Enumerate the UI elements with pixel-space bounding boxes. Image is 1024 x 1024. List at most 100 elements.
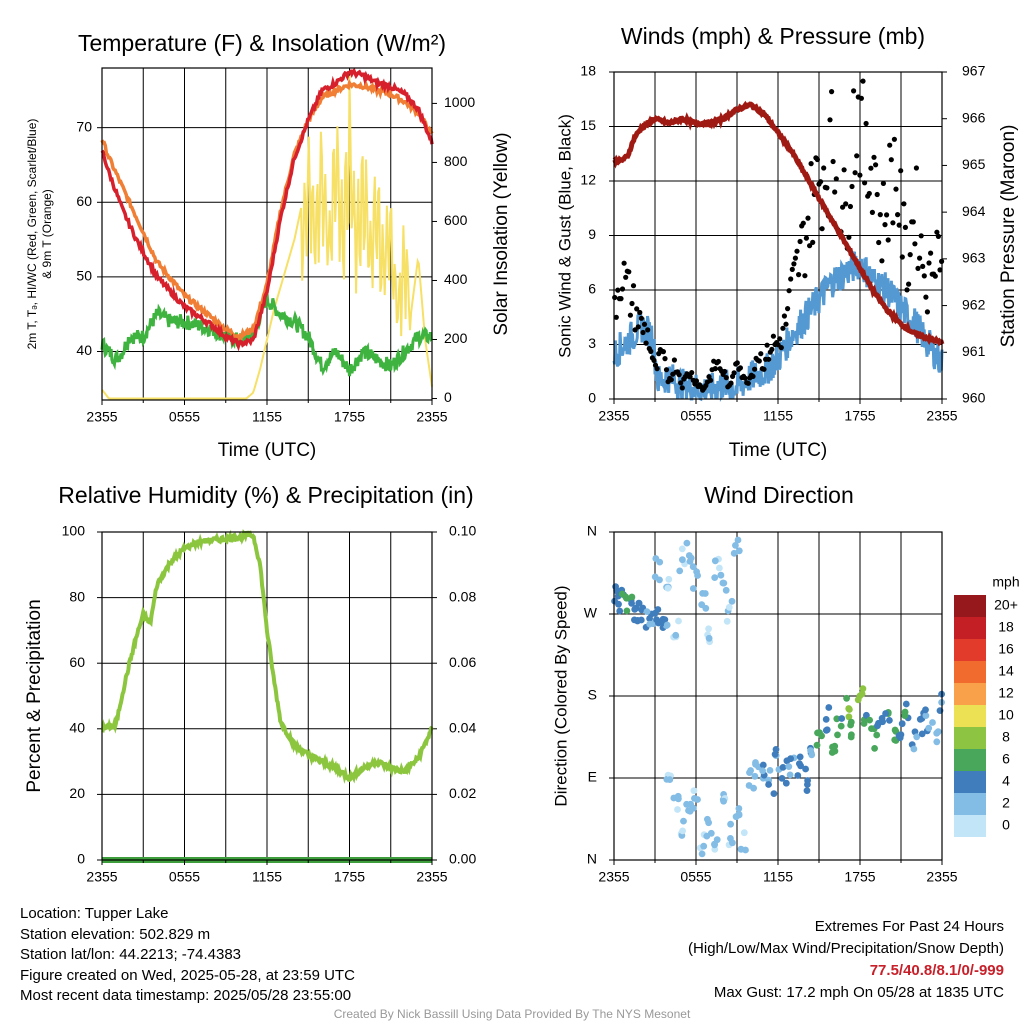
- temp-y-axis-label-line2: & 9m T (Orange): [40, 189, 54, 279]
- gust-point: [843, 201, 849, 207]
- rh-x-tick-label: 1155: [252, 869, 282, 885]
- gust-point: [660, 349, 667, 355]
- gust-point: [802, 273, 808, 279]
- gust-point: [808, 161, 814, 167]
- gust-point: [805, 215, 811, 221]
- direction-point: [689, 563, 697, 571]
- gust-point: [676, 372, 682, 378]
- rh-y-tick-label: 20: [69, 785, 85, 801]
- direction-point: [679, 827, 686, 835]
- gust-point: [679, 385, 685, 391]
- rh-y2-tick-label: 0.02: [449, 785, 476, 801]
- direction-point: [785, 763, 793, 770]
- extremes-values: 77.5/40.8/8.1/0/-999: [869, 962, 1004, 979]
- gust-point: [663, 367, 670, 373]
- temp-y2-tick-label: 1000: [444, 94, 475, 110]
- gust-point: [880, 180, 887, 186]
- direction-point: [794, 772, 802, 779]
- direction-point: [873, 731, 881, 739]
- direction-point: [735, 805, 743, 812]
- direction-point: [886, 717, 893, 724]
- direction-point: [891, 736, 899, 744]
- direction-point: [705, 625, 712, 633]
- direction-points: [611, 536, 945, 858]
- speed-legend-label: 8: [1002, 729, 1010, 745]
- direction-point: [735, 547, 743, 555]
- gust-point: [869, 209, 876, 215]
- gust-point: [619, 286, 626, 292]
- direction-point: [616, 607, 624, 615]
- gust-point: [630, 283, 637, 289]
- direction-point: [691, 795, 698, 802]
- speed-legend-swatch: [954, 595, 986, 617]
- direction-point: [745, 782, 753, 789]
- gust-point: [937, 267, 943, 273]
- rh-x-tick-label: 2355: [416, 869, 447, 885]
- gust-point: [893, 186, 899, 192]
- speed-legend-swatch: [954, 661, 986, 683]
- direction-point: [690, 804, 697, 812]
- direction-point: [666, 776, 674, 783]
- gust-point: [884, 212, 890, 218]
- direction-point: [863, 711, 870, 719]
- temp-x-tick-label: 1755: [334, 409, 365, 425]
- gust-point: [896, 222, 902, 228]
- wdir-x-tick-label: 2355: [598, 869, 629, 885]
- direction-point: [933, 729, 941, 737]
- gust-point: [723, 375, 729, 381]
- gust-point: [645, 327, 651, 333]
- direction-point: [901, 708, 909, 716]
- winds-x-tick-label: 2355: [926, 408, 957, 424]
- gust-point: [612, 294, 618, 301]
- rh-y-tick-label: 80: [69, 588, 85, 604]
- gust-point: [708, 377, 714, 383]
- rh-panel-title: Relative Humidity (%) & Precipitation (i…: [58, 482, 473, 508]
- wdir-frame: [613, 531, 943, 861]
- winds-x-axis-label: Time (UTC): [729, 440, 828, 461]
- gust-point: [794, 248, 800, 254]
- gust-point: [627, 312, 634, 318]
- gust-point: [926, 260, 932, 266]
- temp-x-tick-label: 0555: [169, 409, 200, 425]
- direction-point: [843, 694, 850, 702]
- gust-point: [899, 254, 905, 260]
- extremes-info: Extremes For Past 24 Hours (High/Low/Max…: [688, 916, 1004, 1004]
- temp-y-tick-label: 50: [76, 268, 92, 284]
- wdir-panel-title: Wind Direction: [704, 482, 854, 508]
- gust-point: [715, 358, 722, 365]
- gust-point: [792, 255, 799, 261]
- station-elevation: Station elevation: 502.829 m: [20, 925, 211, 943]
- direction-point: [796, 760, 803, 767]
- gust-point: [781, 313, 788, 319]
- winds-y-tick-label: 0: [588, 390, 596, 406]
- direction-point: [631, 606, 639, 613]
- gust-point: [833, 176, 839, 182]
- direction-point: [678, 545, 686, 553]
- rh-y-tick-label: 40: [69, 720, 85, 736]
- gust-point: [910, 219, 916, 225]
- winds-x-tick-label: 1755: [844, 408, 875, 424]
- gust-point: [877, 212, 883, 218]
- direction-point: [751, 772, 759, 780]
- speed-legend-title: mph: [992, 574, 1019, 590]
- gust-point: [766, 356, 772, 362]
- direction-point: [676, 567, 684, 575]
- speed-legend-label: 20+: [994, 597, 1018, 613]
- speed-legend-swatch: [954, 727, 986, 749]
- direction-point: [813, 741, 821, 749]
- gust-point: [745, 380, 751, 386]
- gust-point: [854, 153, 860, 159]
- direction-point: [866, 716, 873, 724]
- wdir-x-tick-label: 2355: [926, 869, 957, 885]
- wdir-x-tick-label: 1755: [844, 869, 875, 885]
- direction-point: [643, 608, 651, 615]
- gust-point: [752, 366, 758, 372]
- rh-y2-tick-label: 0.08: [449, 588, 476, 604]
- gust-point: [626, 269, 632, 275]
- gust-point: [712, 366, 718, 372]
- speed-legend-label: 6: [1002, 751, 1010, 767]
- gust-point: [841, 167, 847, 173]
- gust-point: [750, 373, 756, 379]
- direction-point: [700, 842, 708, 850]
- direction-point: [729, 839, 736, 847]
